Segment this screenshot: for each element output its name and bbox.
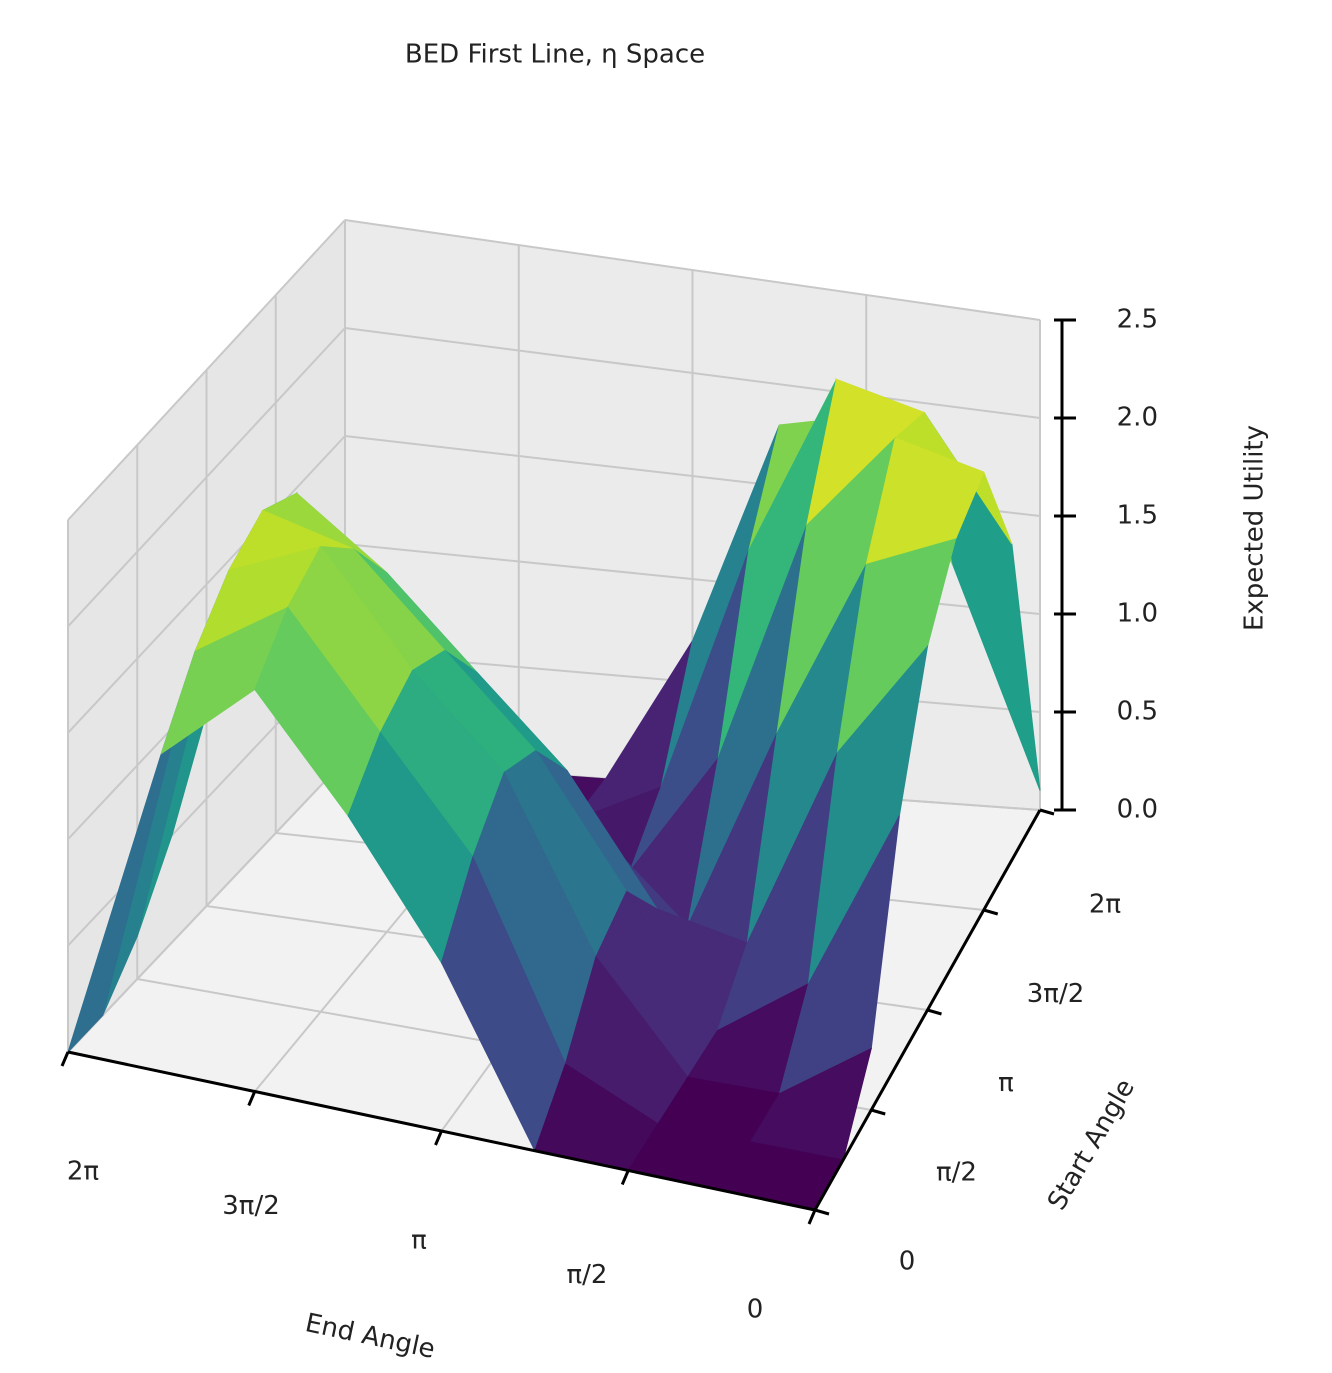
z-tick-label: 1.0 bbox=[1117, 599, 1158, 629]
chart-title: BED First Line, η Space bbox=[405, 40, 705, 70]
x-tick-label: 3π/2 bbox=[222, 1191, 280, 1221]
x-tick bbox=[807, 1209, 817, 1225]
grid-line bbox=[67, 435, 346, 734]
y-tick bbox=[927, 1008, 942, 1016]
x-tick bbox=[620, 1169, 630, 1186]
z-tick-label: 1.5 bbox=[1117, 501, 1158, 531]
y-tick bbox=[983, 908, 999, 916]
y-tick bbox=[814, 1208, 830, 1216]
grid-line bbox=[67, 327, 346, 628]
z-tick-label: 0.0 bbox=[1117, 795, 1158, 825]
y-tick-label: π/2 bbox=[936, 1157, 977, 1187]
z-tick-label: 2.0 bbox=[1117, 403, 1158, 433]
z-tick-label: 2.5 bbox=[1117, 305, 1158, 335]
grid-line bbox=[344, 327, 1041, 419]
x-tick-label: π bbox=[411, 1226, 427, 1256]
y-tick-label: 3π/2 bbox=[1027, 979, 1085, 1009]
y-tick bbox=[870, 1108, 886, 1116]
y-tick-label: 2π bbox=[1089, 890, 1121, 920]
grid-line bbox=[67, 759, 346, 1053]
y-axis-label: Start Angle bbox=[1042, 1074, 1141, 1215]
y-tick-label: 0 bbox=[899, 1247, 916, 1277]
z-tick-label: 0.5 bbox=[1117, 697, 1158, 727]
x-tick bbox=[434, 1130, 443, 1146]
x-tick-label: 2π bbox=[67, 1157, 99, 1187]
grid-line bbox=[344, 219, 1041, 321]
x-tick bbox=[247, 1090, 257, 1107]
x-tick-label: 0 bbox=[747, 1295, 764, 1325]
x-axis-label: End Angle bbox=[303, 1308, 438, 1365]
x-tick bbox=[60, 1051, 70, 1067]
y-tick bbox=[1039, 808, 1055, 816]
grid-line bbox=[67, 219, 346, 521]
y-tick-label: π bbox=[998, 1068, 1014, 1098]
z-axis-label: Expected Utility bbox=[1240, 425, 1270, 631]
x-tick-label: π/2 bbox=[567, 1260, 608, 1290]
